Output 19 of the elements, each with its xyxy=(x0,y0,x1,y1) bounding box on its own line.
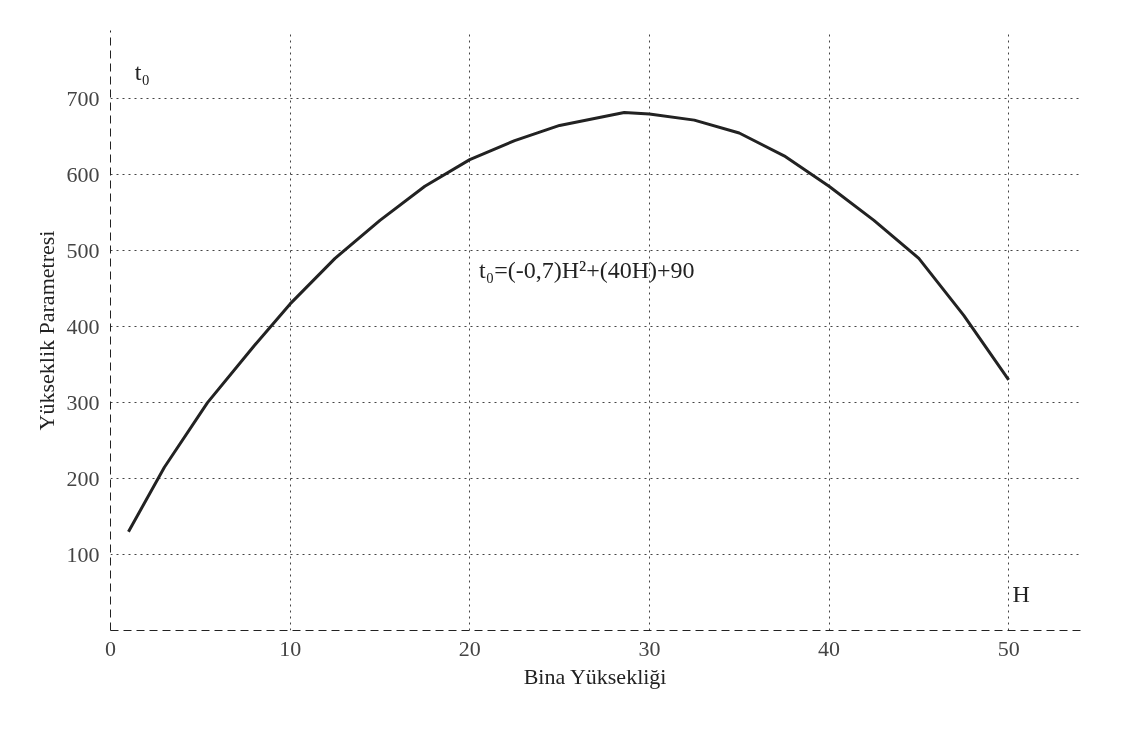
annotation: t₀ xyxy=(134,58,150,85)
x-tick-label: 40 xyxy=(818,635,841,661)
x-tick-label: 10 xyxy=(279,635,302,661)
x-tick-label: 50 xyxy=(997,635,1020,661)
line-series xyxy=(126,111,1011,534)
x-tick-label: 20 xyxy=(458,635,481,661)
y-tick-label: 400 xyxy=(66,313,100,339)
y-axis-title: Yükseklik Parametresi xyxy=(33,230,59,431)
y-tick-label: 300 xyxy=(66,389,100,415)
annotation: H xyxy=(1012,580,1030,607)
y-tick-label: 600 xyxy=(66,161,100,187)
y-tick-label: 700 xyxy=(66,85,100,111)
y-tick-label: 100 xyxy=(66,541,100,567)
x-axis-title: Bina Yüksekliği xyxy=(523,663,667,689)
x-tick-label: 0 xyxy=(105,635,116,661)
x-tick-label: 30 xyxy=(638,635,661,661)
annotation: t₀=(-0,7)H²+(40H)+90 xyxy=(479,256,695,283)
y-tick-label: 200 xyxy=(66,465,100,491)
y-tick-label: 500 xyxy=(66,237,100,263)
